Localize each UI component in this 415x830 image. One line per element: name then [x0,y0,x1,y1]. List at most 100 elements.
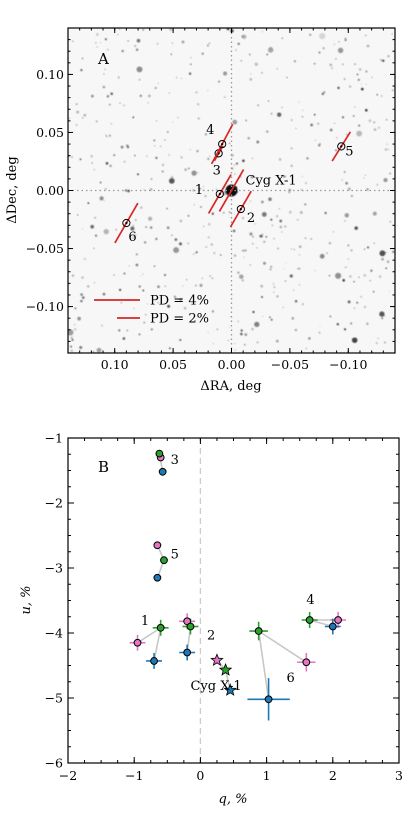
sky-star [372,290,375,293]
sky-star [207,236,210,239]
sky-star [249,200,252,203]
sky-star [301,115,304,118]
sky-star [234,349,237,351]
sky-star [229,326,231,328]
sky-star [102,85,106,89]
sky-star [314,139,317,141]
sky-star [76,110,80,114]
sky-star [321,92,324,96]
sky-star [336,323,339,326]
sky-star [249,264,252,266]
plot-area-b [68,438,399,763]
sky-star [344,213,350,218]
object-label: 2 [207,629,215,644]
sky-star [233,254,237,257]
sky-star [207,222,211,226]
y-axis-label-a: ΔDec, deg [5,156,20,223]
sky-star [365,34,367,37]
sky-star [281,231,283,233]
sky-star [376,93,378,96]
sky-star [161,170,164,173]
sky-star [271,224,274,227]
sky-star [268,197,272,201]
sky-star [105,134,107,136]
sky-star [166,207,168,210]
sky-star [135,219,137,221]
sky-star [353,307,356,310]
sky-star [126,144,129,147]
sky-star [371,76,373,78]
target-label: Cyg X-1 [246,174,297,189]
sky-star [361,83,363,85]
sky-star [241,279,244,282]
sky-star [87,285,90,288]
sky-star [275,339,279,343]
sky-star [363,177,365,179]
sky-star [354,63,356,65]
sky-star [82,228,84,230]
data-point-s2-1 [150,657,158,665]
sky-star [276,215,279,218]
sky-star [142,28,145,31]
sky-star [385,119,388,121]
star-label-5: 5 [345,144,353,159]
sky-star [261,30,263,33]
sky-star [119,28,121,30]
data-point-s1-5 [160,556,168,565]
data-point-s1-2 [186,622,195,631]
sky-star [267,47,274,53]
sky-star [269,268,272,271]
sky-star [237,320,240,323]
sky-star [242,249,245,252]
sky-star [239,274,244,279]
sky-star [319,32,326,40]
sky-star [331,66,333,69]
sky-star [136,66,143,73]
sky-star [203,225,205,227]
sky-star [293,60,296,63]
sky-star [81,276,84,279]
data-point-s0-1 [133,638,142,647]
sky-image-stars [68,28,395,353]
sky-star [285,262,287,264]
comparison-star-marker [236,204,245,214]
sky-star [298,245,302,249]
sky-star [294,328,298,332]
sky-star [124,189,128,192]
sky-star [386,260,390,263]
y-tick-label-b: −1 [45,431,63,446]
sky-star [273,238,275,240]
sky-star [147,102,149,104]
sky-star [369,280,371,282]
sky-star [235,162,239,165]
sky-star [379,311,385,317]
sky-star [93,168,96,171]
sky-star [305,182,307,184]
sky-star [256,140,260,144]
sky-star [132,224,134,227]
sky-star [139,275,142,277]
sky-star [277,112,282,117]
sky-star [357,78,360,82]
star-label-6: 6 [128,230,136,245]
sky-star [103,73,105,75]
data-point-s1-cyg-x-1 [218,662,233,676]
sky-star [283,268,285,270]
sky-star [372,211,377,216]
sky-star [385,267,388,270]
sky-star [223,95,227,99]
sky-star [283,175,286,178]
sky-star [279,225,283,229]
x-tick-label-b: −2 [59,768,77,783]
x-tick-label-a: −0.05 [271,357,309,372]
sky-star [171,42,173,44]
sky-star [290,164,293,168]
sky-star [391,89,395,92]
sky-star [201,52,204,55]
sky-star [249,78,253,81]
sky-star [83,257,87,261]
ticks-a: 0.10 0.05 0.00 −0.05 −0.10 0.10 0.05 0.00 −0.05 −… [26,27,396,372]
sky-star [139,94,142,98]
sky-star [90,224,95,229]
sky-star [105,162,109,165]
